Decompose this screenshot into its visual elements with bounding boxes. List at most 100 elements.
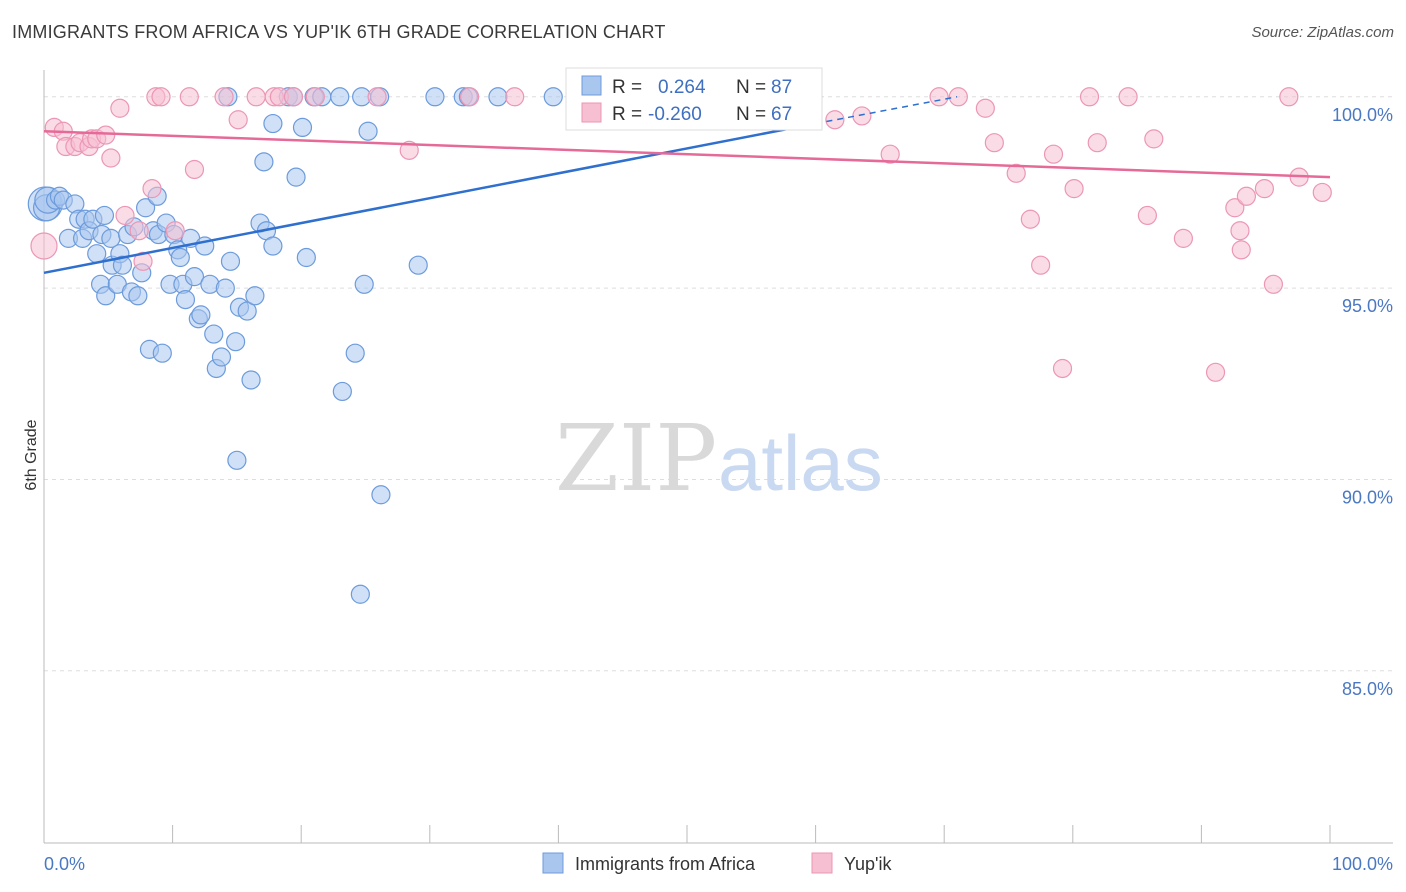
y-axis-title: 6th Grade xyxy=(23,419,40,490)
point-yupik xyxy=(165,221,185,241)
point-yupik xyxy=(505,87,525,107)
point-yupik xyxy=(228,110,248,130)
point-yupik xyxy=(1118,87,1138,107)
point-immigrants-from-africa xyxy=(543,87,563,107)
point-yupik xyxy=(214,87,234,107)
x-tick-label-min: 0.0% xyxy=(44,854,85,874)
chart-title: IMMIGRANTS FROM AFRICA VS YUP'IK 6TH GRA… xyxy=(12,22,666,42)
point-yupik xyxy=(1263,274,1284,294)
point-immigrants-from-africa xyxy=(286,167,306,187)
point-immigrants-from-africa xyxy=(87,244,107,264)
point-yupik xyxy=(179,87,199,107)
point-yupik xyxy=(367,87,387,107)
point-immigrants-from-africa xyxy=(175,290,196,310)
point-yupik xyxy=(115,205,135,226)
point-immigrants-from-africa xyxy=(128,286,148,306)
point-yupik xyxy=(975,98,995,118)
point-immigrants-from-africa xyxy=(330,87,350,107)
point-yupik xyxy=(929,87,949,107)
stats-n-value-blue: 87 xyxy=(771,77,792,98)
point-yupik xyxy=(110,98,130,118)
point-immigrants-from-africa xyxy=(226,332,246,352)
point-immigrants-from-africa xyxy=(254,152,274,172)
point-yupik xyxy=(1254,179,1275,199)
point-immigrants-from-africa xyxy=(263,113,283,134)
point-immigrants-from-africa xyxy=(170,247,190,268)
legend-label-yupik: Yup'ik xyxy=(844,854,892,874)
point-immigrants-from-africa xyxy=(94,205,115,226)
point-immigrants-from-africa xyxy=(371,485,391,505)
watermark: ZIP atlas xyxy=(555,405,883,512)
point-immigrants-from-africa xyxy=(237,301,257,321)
stats-r-label-pink: R = xyxy=(612,104,642,125)
point-yupik xyxy=(1020,209,1040,229)
trend-line-immigrants-from-africa xyxy=(43,122,816,275)
point-yupik xyxy=(1031,255,1051,275)
stats-n-label-pink: N = xyxy=(736,104,766,125)
chart-source: Source: ZipAtlas.com xyxy=(1251,24,1394,41)
point-immigrants-from-africa xyxy=(191,305,211,325)
y-tick-label: 85.0% xyxy=(1342,679,1393,699)
y-tick-label: 100.0% xyxy=(1332,105,1393,125)
stats-swatch-pink xyxy=(581,102,602,123)
point-yupik xyxy=(880,144,900,164)
point-yupik xyxy=(1205,362,1226,382)
point-immigrants-from-africa xyxy=(292,117,313,138)
point-immigrants-from-africa xyxy=(296,247,316,268)
y-tick-label: 95.0% xyxy=(1342,296,1393,316)
stats-n-label-blue: N = xyxy=(736,77,766,98)
point-immigrants-from-africa xyxy=(241,370,261,390)
point-yupik xyxy=(1231,240,1251,260)
point-yupik xyxy=(96,125,116,145)
point-immigrants-from-africa xyxy=(211,347,232,367)
point-yupik xyxy=(1043,144,1064,164)
trend-line-yupik xyxy=(43,129,1331,179)
point-yupik xyxy=(399,140,419,160)
point-immigrants-from-africa xyxy=(358,121,378,141)
point-yupik xyxy=(1279,87,1299,107)
trend-lines xyxy=(43,96,1331,275)
point-yupik xyxy=(101,148,121,168)
stats-box-frame xyxy=(565,67,823,131)
point-immigrants-from-africa xyxy=(220,251,241,271)
point-yupik xyxy=(30,232,58,260)
point-immigrants-from-africa xyxy=(425,87,445,107)
point-immigrants-from-africa xyxy=(112,255,133,275)
point-yupik xyxy=(1079,87,1100,107)
legend-swatch-yupik xyxy=(811,852,833,874)
trend-line-immigrants-from-africa-extension xyxy=(815,96,958,125)
point-yupik xyxy=(142,179,162,199)
point-yupik xyxy=(283,87,304,107)
point-yupik xyxy=(246,87,266,107)
point-yupik xyxy=(852,106,872,126)
point-yupik xyxy=(460,87,480,107)
point-immigrants-from-africa xyxy=(152,343,172,363)
point-immigrants-from-africa xyxy=(350,584,370,604)
point-yupik xyxy=(184,159,205,180)
point-yupik xyxy=(151,87,171,107)
point-yupik xyxy=(1052,358,1073,379)
point-immigrants-from-africa xyxy=(135,198,156,218)
point-yupik xyxy=(1173,228,1193,248)
legend-label-immigrants-from-africa: Immigrants from Africa xyxy=(575,854,756,874)
point-immigrants-from-africa xyxy=(245,286,265,306)
point-immigrants-from-africa xyxy=(263,236,283,256)
point-immigrants-from-africa xyxy=(204,324,224,344)
point-yupik xyxy=(1236,186,1257,206)
legend-swatch-immigrants-from-africa xyxy=(542,852,564,874)
point-immigrants-from-africa xyxy=(408,255,428,275)
point-immigrants-from-africa xyxy=(354,274,374,294)
point-yupik xyxy=(1225,198,1245,218)
data-points xyxy=(27,87,1332,604)
stats-box: R = 0.264 N = 87 R = -0.260 N = 67 xyxy=(565,67,823,131)
point-immigrants-from-africa xyxy=(345,343,365,363)
point-yupik xyxy=(1006,163,1026,183)
y-tick-labels: 85.0% 90.0% 95.0% 100.0% xyxy=(1332,105,1393,699)
point-yupik xyxy=(825,110,845,130)
point-yupik xyxy=(1312,182,1332,203)
point-yupik xyxy=(1087,133,1107,153)
stats-r-value-blue: 0.264 xyxy=(658,77,706,98)
point-yupik xyxy=(133,251,153,271)
point-yupik xyxy=(1144,129,1164,149)
